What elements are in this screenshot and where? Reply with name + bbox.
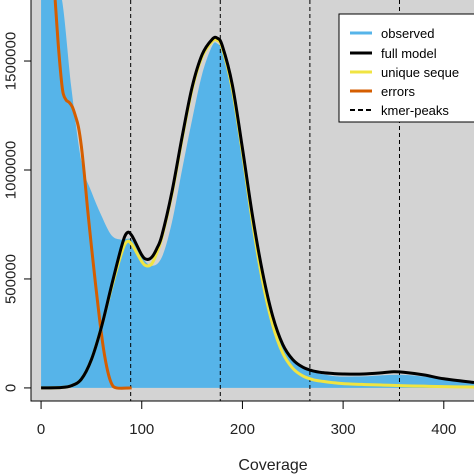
y-tick-label-500000: 500000: [2, 254, 19, 304]
legend-label-unique-sequence: unique seque: [381, 65, 459, 80]
legend: observed full model unique seque errors …: [338, 13, 474, 123]
errors-line: [53, 0, 132, 390]
y-tick-label-1500000: 1500000: [2, 32, 19, 90]
legend-label-observed: observed: [381, 26, 434, 41]
legend-label-kmer-peaks: kmer-peaks: [381, 103, 449, 118]
plot-border: [30, 0, 474, 402]
x-tick-label-200: 200: [230, 421, 255, 438]
x-tick-label-0: 0: [37, 421, 45, 438]
full-model-line: [41, 35, 474, 390]
x-axis: 0 100 200 300 400: [37, 401, 456, 438]
legend-label-full-model: full model: [381, 46, 437, 61]
legend-label-errors: errors: [381, 84, 415, 99]
x-tick-label-300: 300: [331, 421, 356, 438]
x-tick-label-100: 100: [129, 421, 154, 438]
observed-area: [41, 0, 474, 388]
x-tick-label-400: 400: [431, 421, 456, 438]
y-tick-label-0: 0: [2, 384, 19, 392]
y-tick-label-1000000: 1000000: [2, 141, 19, 199]
x-axis-title: Coverage: [238, 457, 307, 474]
y-axis: 0 500000 1000000 1500000: [2, 32, 31, 392]
